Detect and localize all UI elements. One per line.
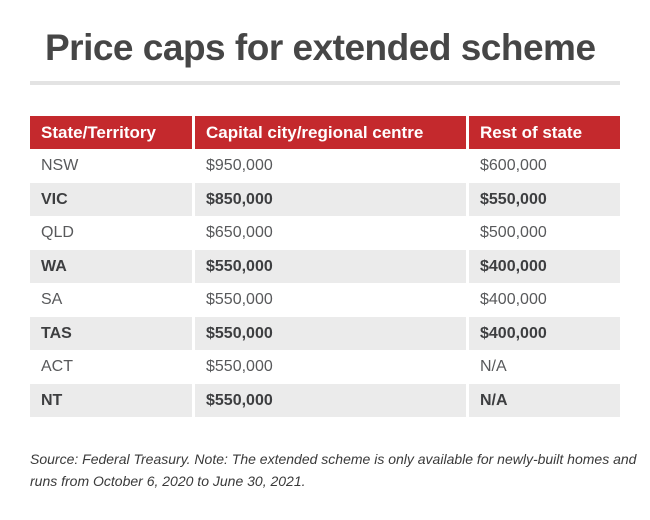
cell-capital-city-cap: $950,000 [195, 149, 466, 183]
cell-capital-city-cap: $850,000 [195, 182, 466, 216]
price-caps-table: State/Territory Capital city/regional ce… [30, 116, 620, 417]
title-underline [30, 81, 620, 85]
cell-capital-city-cap: $550,000 [195, 316, 466, 350]
cell-rest-of-state-cap: $500,000 [469, 216, 620, 250]
cell-state: VIC [30, 182, 192, 216]
cell-rest-of-state-cap: $400,000 [469, 316, 620, 350]
cell-rest-of-state-cap: $400,000 [469, 249, 620, 283]
column-header-rest-of-state: Rest of state [469, 116, 620, 149]
page-title: Price caps for extended scheme [45, 27, 596, 68]
cell-capital-city-cap: $550,000 [195, 283, 466, 317]
cell-state: NT [30, 383, 192, 417]
column-header-state-territory: State/Territory [30, 116, 192, 149]
cell-state: NSW [30, 149, 192, 183]
cell-capital-city-cap: $550,000 [195, 383, 466, 417]
cell-state: TAS [30, 316, 192, 350]
cell-capital-city-cap: $650,000 [195, 216, 466, 250]
cell-state: WA [30, 249, 192, 283]
cell-rest-of-state-cap: N/A [469, 383, 620, 417]
source-note-line-1: Source: Federal Treasury. Note: The exte… [30, 451, 637, 467]
cell-capital-city-cap: $550,000 [195, 249, 466, 283]
source-note-line-2: runs from October 6, 2020 to June 30, 20… [30, 473, 306, 489]
source-note: Source: Federal Treasury. Note: The exte… [30, 448, 637, 492]
cell-rest-of-state-cap: $600,000 [469, 149, 620, 183]
cell-rest-of-state-cap: N/A [469, 350, 620, 384]
cell-state: SA [30, 283, 192, 317]
cell-capital-city-cap: $550,000 [195, 350, 466, 384]
cell-state: QLD [30, 216, 192, 250]
column-header-capital-city: Capital city/regional centre [195, 116, 466, 149]
cell-rest-of-state-cap: $400,000 [469, 283, 620, 317]
cell-state: ACT [30, 350, 192, 384]
cell-rest-of-state-cap: $550,000 [469, 182, 620, 216]
